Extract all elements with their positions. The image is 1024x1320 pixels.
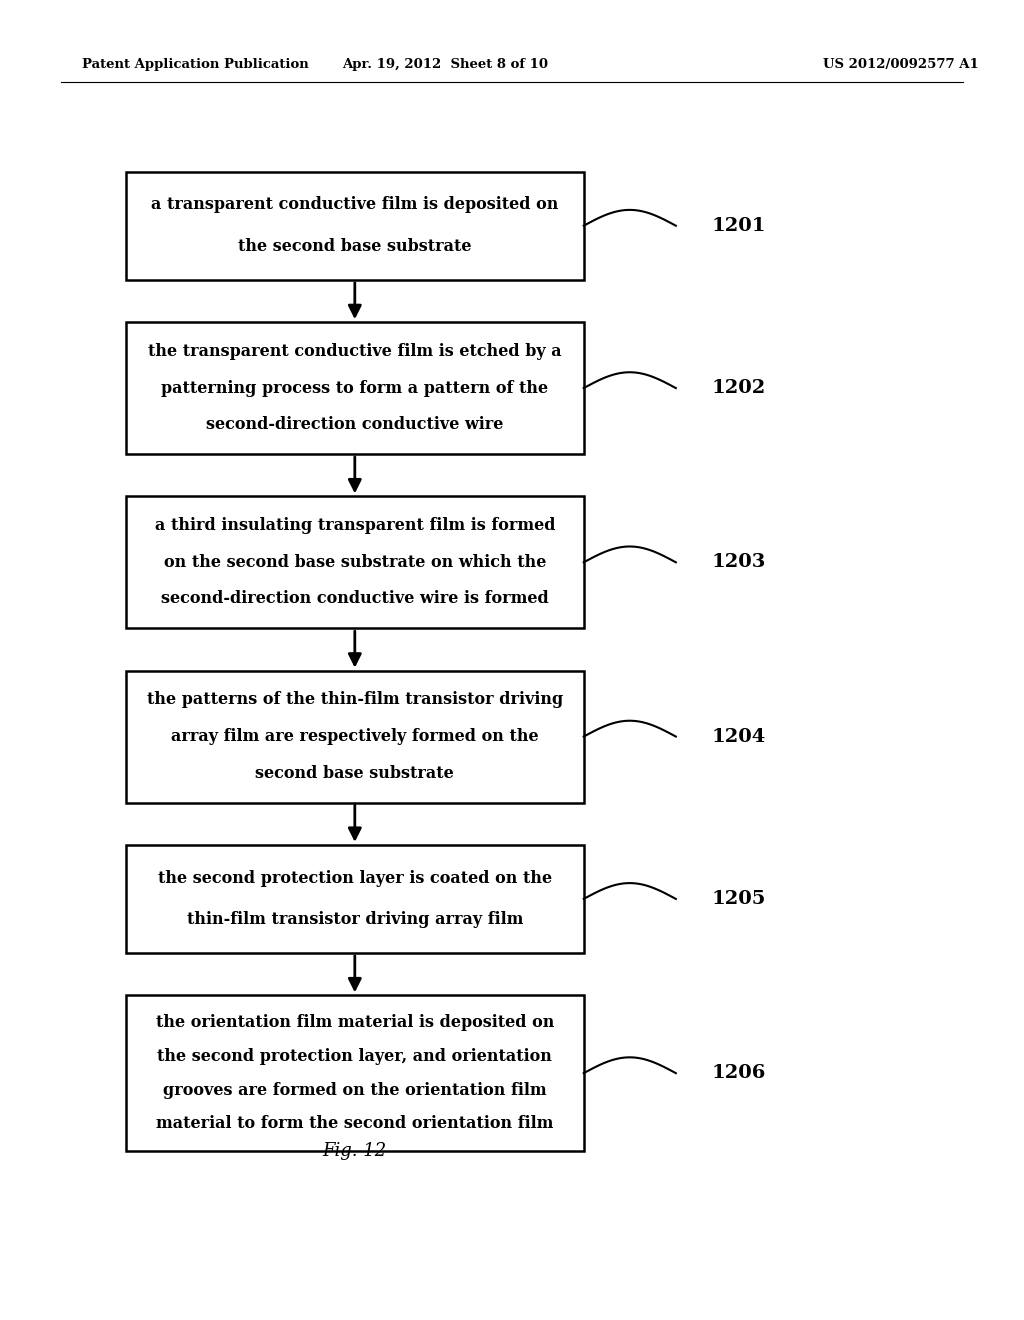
Bar <box>126 172 584 280</box>
Text: array film are respectively formed on the: array film are respectively formed on th… <box>171 729 539 744</box>
Text: the second protection layer, and orientation: the second protection layer, and orienta… <box>158 1048 552 1065</box>
Text: Fig. 12: Fig. 12 <box>323 1142 387 1160</box>
Text: 1202: 1202 <box>712 379 766 397</box>
Text: material to form the second orientation film: material to form the second orientation … <box>156 1115 554 1133</box>
Bar <box>126 322 584 454</box>
Text: patterning process to form a pattern of the: patterning process to form a pattern of … <box>161 380 549 396</box>
Text: US 2012/0092577 A1: US 2012/0092577 A1 <box>823 58 979 71</box>
Bar <box>126 845 584 953</box>
Text: the second protection layer is coated on the: the second protection layer is coated on… <box>158 870 552 887</box>
Bar <box>126 671 584 803</box>
Text: on the second base substrate on which the: on the second base substrate on which th… <box>164 554 546 570</box>
Text: the second base substrate: the second base substrate <box>238 238 472 255</box>
Text: the transparent conductive film is etched by a: the transparent conductive film is etche… <box>148 343 561 360</box>
Text: Apr. 19, 2012  Sheet 8 of 10: Apr. 19, 2012 Sheet 8 of 10 <box>342 58 549 71</box>
Text: 1204: 1204 <box>712 727 766 746</box>
Bar <box>126 496 584 628</box>
Text: a third insulating transparent film is formed: a third insulating transparent film is f… <box>155 517 555 535</box>
Text: second-direction conductive wire: second-direction conductive wire <box>206 416 504 433</box>
Text: grooves are formed on the orientation film: grooves are formed on the orientation fi… <box>163 1081 547 1098</box>
Text: the patterns of the thin-film transistor driving: the patterns of the thin-film transistor… <box>146 692 563 709</box>
Text: thin-film transistor driving array film: thin-film transistor driving array film <box>186 911 523 928</box>
Text: 1201: 1201 <box>712 216 766 235</box>
Text: second base substrate: second base substrate <box>255 764 455 781</box>
Text: 1205: 1205 <box>712 890 766 908</box>
Text: 1203: 1203 <box>712 553 766 572</box>
Text: a transparent conductive film is deposited on: a transparent conductive film is deposit… <box>152 197 558 214</box>
Text: second-direction conductive wire is formed: second-direction conductive wire is form… <box>161 590 549 607</box>
Text: Patent Application Publication: Patent Application Publication <box>82 58 308 71</box>
Text: the orientation film material is deposited on: the orientation film material is deposit… <box>156 1014 554 1031</box>
Text: 1206: 1206 <box>712 1064 766 1082</box>
Bar <box>126 995 584 1151</box>
